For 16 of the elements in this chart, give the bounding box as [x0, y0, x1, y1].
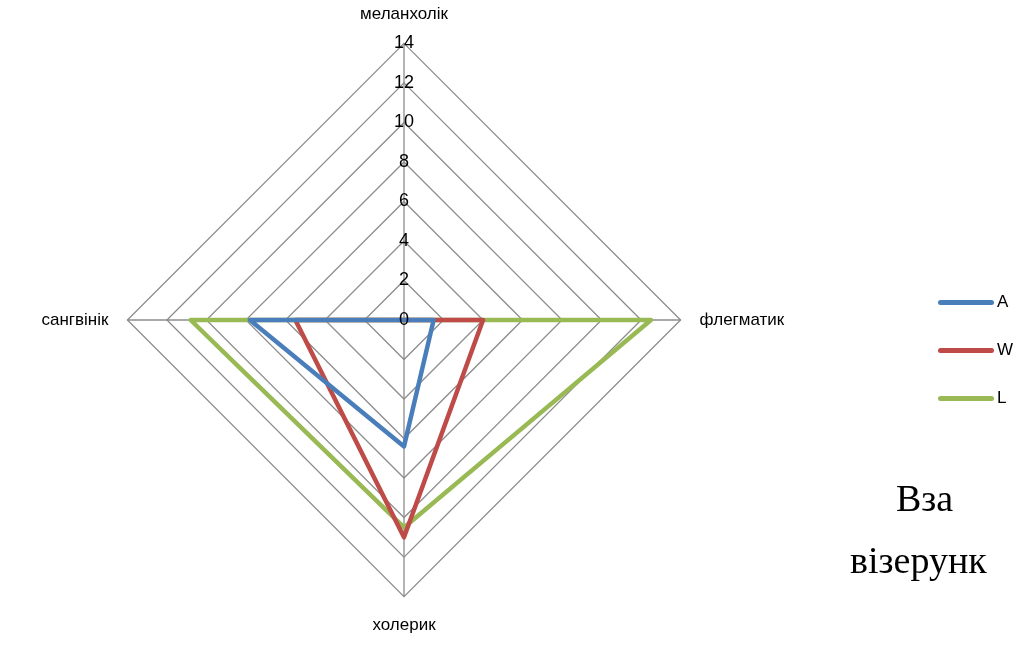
- spoke-label: холерик: [372, 615, 437, 635]
- spoke-label: флегматик: [699, 309, 785, 329]
- y-tick-label: 8: [398, 150, 410, 171]
- y-tick-label: 10: [393, 111, 415, 132]
- legend-label: A: [997, 292, 1009, 312]
- spoke-label: меланхолік: [360, 3, 449, 23]
- y-tick-label: 14: [393, 32, 415, 53]
- text: візерунк: [850, 538, 987, 582]
- spoke-label: сангвінік: [41, 309, 109, 329]
- y-tick-label: 12: [393, 71, 415, 92]
- legend-label: W: [997, 340, 1014, 360]
- y-tick-label: 6: [398, 190, 410, 211]
- y-tick-label: 4: [398, 229, 410, 250]
- text: Вза: [896, 476, 954, 520]
- y-tick-label: 2: [398, 269, 410, 290]
- legend-label: L: [997, 388, 1007, 408]
